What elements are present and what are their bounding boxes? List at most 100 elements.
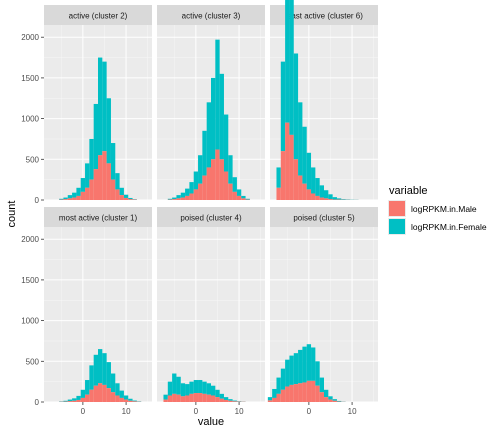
histogram-bar-female bbox=[89, 365, 94, 390]
legend-title: variable bbox=[389, 185, 428, 197]
histogram-bar-male bbox=[223, 399, 229, 402]
histogram-bar-female bbox=[189, 182, 194, 194]
histogram-bar-female bbox=[276, 167, 281, 188]
histogram-bar-female bbox=[319, 377, 324, 393]
histogram-bar-male bbox=[211, 395, 216, 402]
histogram-bar-female bbox=[89, 138, 94, 180]
histogram-bar-female bbox=[98, 57, 103, 156]
y-tick-label: 2000 bbox=[21, 235, 39, 244]
histogram-bar-female bbox=[302, 346, 307, 383]
histogram-bar-male bbox=[63, 199, 68, 200]
facet-strip bbox=[270, 5, 378, 25]
histogram-bar-male bbox=[98, 383, 103, 402]
histogram-bar-male bbox=[110, 392, 116, 402]
histogram-bar-female bbox=[198, 155, 203, 184]
histogram-bar-female bbox=[76, 187, 81, 196]
histogram-bar-male bbox=[202, 175, 207, 200]
histogram-bar-male bbox=[206, 394, 211, 402]
histogram-bar-female bbox=[102, 61, 107, 152]
histogram-bar-male bbox=[189, 193, 194, 200]
histogram-bar-male bbox=[193, 189, 199, 200]
legend-label-female: logRPKM.in.Female bbox=[411, 222, 487, 232]
histogram-bar-female bbox=[332, 399, 337, 401]
histogram-bar-male bbox=[180, 197, 186, 200]
histogram-bar-male bbox=[215, 149, 220, 200]
histogram-bar-female bbox=[211, 77, 216, 160]
histogram-bar-male bbox=[298, 175, 303, 200]
histogram-bar-male bbox=[76, 399, 81, 402]
histogram-bar-male bbox=[332, 400, 337, 402]
histogram-bar-female bbox=[315, 361, 320, 386]
histogram-bar-male bbox=[176, 394, 181, 402]
y-tick-label: 1000 bbox=[21, 317, 39, 326]
histogram-bar-male bbox=[280, 151, 286, 200]
histogram-bar-female bbox=[180, 192, 186, 198]
facet-strip-label: least active (cluster 6) bbox=[285, 12, 363, 21]
histogram-bar-female bbox=[215, 39, 220, 150]
histogram-bar-male bbox=[163, 399, 168, 402]
histogram-bar-female bbox=[119, 390, 124, 398]
histogram-bar-male bbox=[272, 397, 277, 402]
histogram-bar-female bbox=[85, 380, 90, 395]
histogram-bar-female bbox=[72, 398, 77, 401]
histogram-bar-male bbox=[215, 397, 220, 402]
y-axis-label: count bbox=[6, 201, 18, 228]
histogram-bar-male bbox=[285, 122, 290, 200]
y-tick-label: 1500 bbox=[21, 276, 39, 285]
histogram-bar-male bbox=[298, 383, 303, 402]
histogram-bar-female bbox=[236, 189, 242, 196]
histogram-bar-female bbox=[328, 194, 333, 200]
histogram-bar-male bbox=[280, 389, 286, 402]
facet-strip bbox=[44, 207, 152, 227]
legend-swatch-male bbox=[389, 201, 405, 216]
histogram-bar-male bbox=[128, 400, 133, 402]
histogram-bar-female bbox=[167, 381, 173, 396]
facet-panel: active (cluster 3) bbox=[157, 5, 265, 201]
panels-group: active (cluster 2)0500100015002000active… bbox=[21, 0, 378, 416]
histogram-bar-male bbox=[228, 183, 233, 200]
histogram-bar-male bbox=[276, 393, 281, 402]
histogram-bar-male bbox=[219, 398, 224, 402]
histogram-bar-male bbox=[202, 393, 207, 402]
histogram-bar-male bbox=[232, 191, 237, 200]
facet-panel: most active (cluster 1) 0 500 1000 1500 2000 0… bbox=[21, 207, 152, 416]
x-tick-label: 0 bbox=[81, 407, 86, 416]
histogram-bar-male bbox=[267, 400, 273, 402]
histogram-bar-female bbox=[332, 197, 337, 200]
histogram-bar-female bbox=[176, 195, 181, 199]
facet-strip-label: most active (cluster 1) bbox=[59, 214, 138, 223]
histogram-bar-female bbox=[80, 389, 86, 398]
histogram-bar-male bbox=[228, 400, 233, 402]
histogram-bar-male bbox=[324, 198, 329, 200]
histogram-bar-male bbox=[119, 397, 124, 402]
histogram-bar-female bbox=[206, 102, 211, 168]
histogram-bar-male bbox=[276, 187, 281, 200]
histogram-bar-female bbox=[228, 155, 233, 184]
histogram-bar-female bbox=[285, 0, 290, 123]
histogram-bar-female bbox=[193, 380, 199, 394]
histogram-bar-female bbox=[93, 103, 98, 170]
y-tick-label: 0 bbox=[35, 196, 40, 205]
histogram-bar-female bbox=[306, 152, 312, 190]
histogram-bar-male bbox=[241, 198, 246, 200]
histogram-bar-male bbox=[319, 197, 324, 200]
histogram-bar-female bbox=[324, 389, 329, 398]
histogram-bar-female bbox=[59, 198, 64, 200]
histogram-bar-female bbox=[219, 73, 224, 160]
histogram-bar-male bbox=[324, 397, 329, 402]
histogram-bar-female bbox=[324, 190, 329, 199]
facet-strip-label: poised (cluster 5) bbox=[293, 214, 355, 223]
histogram-bar-female bbox=[185, 188, 190, 196]
y-tick-label: 500 bbox=[26, 357, 40, 366]
facet-strip-label: active (cluster 3) bbox=[182, 12, 241, 21]
facet-strip bbox=[270, 207, 378, 227]
histogram-bar-male bbox=[115, 189, 120, 200]
histogram-bar-female bbox=[293, 353, 299, 385]
histogram-bar-female bbox=[298, 349, 303, 384]
y-tick-label: 0 bbox=[35, 398, 40, 407]
histogram-bar-female bbox=[336, 400, 342, 402]
histogram-bar-female bbox=[93, 354, 98, 386]
histogram-bar-female bbox=[63, 400, 68, 402]
histogram-bar-male bbox=[315, 195, 320, 200]
histogram-bar-female bbox=[276, 377, 281, 394]
